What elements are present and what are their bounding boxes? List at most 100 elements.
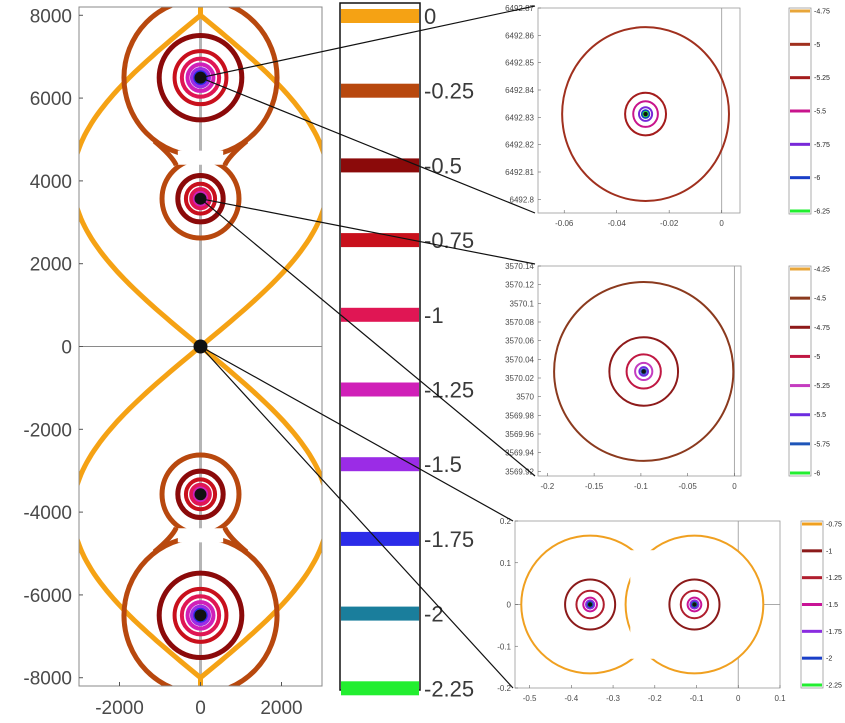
zoom1-y-tick-label: 6492.83 [505, 113, 534, 122]
zoom2-y-tick-label: 3569.98 [505, 411, 534, 420]
main-x-tick-label: -2000 [95, 698, 144, 719]
zoom1-x-tick-label: -0.02 [660, 219, 679, 228]
zoom3-center-dot [587, 602, 593, 607]
legend-swatch-8 [341, 606, 419, 621]
legend-label-3: -0.75 [424, 228, 474, 253]
legend-label-0: 0 [424, 4, 436, 29]
zoom2-colorbar-frame [788, 265, 812, 477]
zoom2-y-tick-label: 3570.1 [510, 299, 535, 308]
zoom1-x-tick-label: -0.04 [608, 219, 627, 228]
zoom1-colorbar-label: -4.75 [814, 9, 830, 16]
zoom2-colorbar-swatch [790, 442, 810, 446]
inner-ring-0-1-2 [189, 187, 212, 211]
zoom3-colorbar-label: -1.75 [826, 629, 842, 636]
zoom2-colorbar-swatch [790, 354, 810, 358]
inner-ring-0-0-1 [172, 49, 229, 107]
zoom3-lobe-join [630, 550, 655, 659]
main-y-tick-label: 8000 [30, 6, 72, 27]
main-y-tick-label: -6000 [23, 586, 72, 607]
zoom2-colorbar-swatch [790, 325, 810, 329]
zoom2-ring-0-4 [638, 366, 650, 377]
zoom3-y-tick-label: -0.2 [497, 684, 511, 693]
main-plot-area [79, 7, 322, 686]
zoom3-ring-0-1 [575, 589, 605, 620]
zoom1-colorbar-label: -5.5 [814, 109, 826, 116]
inner-ring-1-1-0 [175, 468, 226, 520]
zoom3-x-tick-label: 0.1 [774, 694, 786, 703]
zoom3-ring-0-3 [585, 599, 596, 610]
zoom1-colorbar-swatch [790, 42, 810, 46]
zoom3-x-tick-label: 0 [736, 694, 741, 703]
zoom1-colorbar-swatch [790, 109, 810, 113]
legend-label-4: -1 [424, 303, 444, 328]
zoom-top-panel: 6492.8 6492.81 6492.82 6492.83 6492.84 6492.8… [505, 4, 830, 228]
main-y-tick-label: -8000 [23, 669, 72, 690]
zoom2-colorbar-label: -4.5 [814, 296, 826, 303]
zoom2-frame [537, 265, 742, 477]
zoom1-x-tick-label: -0.06 [555, 219, 574, 228]
zoom1-colorbar-swatch [790, 209, 810, 213]
zoom1-ring-0-3 [638, 106, 654, 122]
critical-point-marker [194, 609, 207, 622]
zoom2-y-tick-label: 3569.94 [505, 449, 534, 458]
inner-ring-0-0-2 [179, 56, 222, 99]
zoom2-y-tick-label: 3570.14 [505, 262, 534, 271]
main-y-tick-label: -2000 [23, 420, 72, 441]
zoom3-x-tick-label: -0.2 [648, 694, 662, 703]
zoom2-colorbar-label: -4.25 [814, 267, 830, 274]
connector-lines [200, 5, 536, 689]
zoom3-ring-1-2 [686, 596, 703, 613]
inner-ring-1-1-2 [189, 482, 212, 506]
inner-ring-1-0-1 [172, 586, 229, 644]
zoom3-colorbar-swatch [802, 683, 822, 687]
zoom2-center-dot [641, 369, 646, 374]
critical-point-marker [194, 488, 207, 501]
connector-line-5 [200, 346, 514, 689]
neck-curve-0-1 [222, 139, 249, 167]
zoom3-x-tick-label: -0.5 [523, 694, 537, 703]
zoom2-y-tick-label: 3570.12 [505, 281, 534, 290]
main-y-tick-label: 4000 [30, 172, 72, 193]
zoom1-colorbar-swatch [790, 176, 810, 180]
zoom2-x-tick-label: -0.1 [634, 482, 648, 491]
level-0-contour-2 [198, 344, 322, 686]
main-y-tick-label: 2000 [30, 255, 72, 276]
zoom2-y-tick-label: 3569.92 [505, 467, 534, 476]
zoom2-x-tick-label: 0 [732, 482, 737, 491]
inner-ring-1-0-0 [156, 570, 245, 661]
zoom2-ring-0-2 [625, 353, 662, 390]
zoom3-y-tick-label: 0.2 [500, 517, 512, 526]
zoom3-center-dot [692, 602, 697, 607]
zoom1-ring-0-1 [624, 91, 668, 137]
zoom3-plot-area [515, 521, 780, 688]
zoom-middle-panel: 3569.92 3569.94 3569.96 3569.98 3570 3570.02 3… [505, 262, 830, 491]
legend-swatch-0 [341, 9, 419, 23]
zoom1-colorbar-swatch [790, 142, 810, 146]
connector-line-4 [200, 345, 514, 522]
zoom3-x-tick-label: -0.3 [606, 694, 620, 703]
zoom3-ring-0-0 [564, 578, 617, 631]
zoom1-ring-0-4 [640, 109, 651, 119]
main-contour-plot: -8000 -6000 -4000 -2000 0 2000 4000 6000 8000 -20… [23, 6, 323, 719]
zoom2-colorbar-label: -5.75 [814, 441, 830, 448]
legend-swatch-2 [341, 158, 419, 173]
inner-ring-0-1-1 [183, 181, 218, 216]
zoom3-y-tick-label: -0.1 [497, 642, 511, 651]
zoom3-ring-1-0 [668, 578, 721, 631]
zoom3-ring-1-4 [691, 601, 698, 608]
zoom1-plot-area [538, 8, 740, 213]
zoom2-y-tick-label: 3569.96 [505, 430, 534, 439]
zoom2-y-tick-label: 3570.06 [505, 337, 534, 346]
zoom3-ring-0-4 [586, 601, 594, 608]
zoom3-x-tick-label: -0.4 [564, 694, 578, 703]
level-0-contour-3 [79, 344, 203, 686]
zoom1-y-tick-label: 6492.82 [505, 141, 534, 150]
zoom1-y-tick-label: 6492.81 [505, 168, 534, 177]
legend-label-2: -0.5 [424, 153, 462, 178]
connector-line-3 [200, 198, 536, 477]
zoom3-x-tick-label: -0.1 [690, 694, 704, 703]
zoom2-x-tick-label: -0.05 [679, 482, 698, 491]
zoom1-y-tick-label: 6492.84 [505, 86, 534, 95]
zoom2-colorbar-label: -5 [814, 354, 820, 361]
zoom1-colorbar-label: -5 [814, 42, 820, 49]
